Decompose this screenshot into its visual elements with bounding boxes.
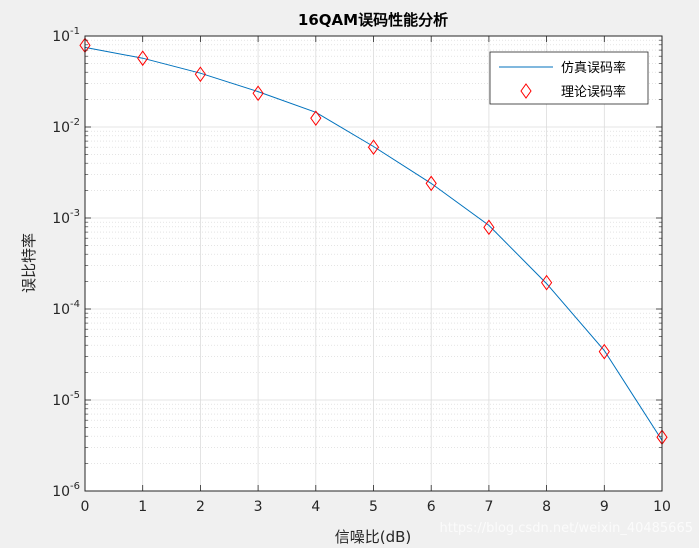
- theory-ber-marker: [540, 274, 553, 291]
- y-tick-label: 10-5: [52, 390, 80, 409]
- theory-ber-marker: [367, 139, 380, 156]
- y-axis-label: 误比特率: [20, 233, 38, 293]
- legend-diamond-sample: [520, 83, 532, 99]
- legend-label-theory: 理论误码率: [561, 84, 626, 100]
- y-tick-label-base: 10: [52, 211, 70, 227]
- x-tick-label: 6: [427, 499, 436, 515]
- x-axis-label: 信噪比(dB): [335, 528, 412, 546]
- legend: 仿真误码率 理论误码率: [489, 51, 649, 105]
- watermark: https://blog.csdn.net/weixin_40485665: [439, 521, 693, 536]
- x-tick-label: 7: [484, 499, 493, 515]
- y-tick-labels: 10-610-510-410-310-210-1: [52, 26, 80, 500]
- y-tick-label: 10-2: [52, 117, 80, 136]
- x-tick-label: 5: [369, 499, 378, 515]
- legend-label-simulated: 仿真误码率: [561, 60, 626, 76]
- theory-ber-marker: [252, 85, 264, 102]
- y-tick-label-exponent: -1: [70, 26, 80, 37]
- y-tick-label-exponent: -2: [70, 117, 80, 128]
- x-tick-label: 3: [254, 499, 263, 515]
- y-tick-label-base: 10: [52, 29, 70, 45]
- x-tick-label: 1: [138, 499, 147, 515]
- simulated-ber-line: [84, 46, 663, 441]
- y-tick-label-exponent: -5: [70, 390, 80, 401]
- theory-ber-marker: [598, 343, 610, 360]
- y-tick-label-exponent: -6: [70, 481, 80, 492]
- theory-ber-marker: [310, 110, 322, 127]
- x-tick-label: 2: [196, 499, 205, 515]
- theory-ber-marker: [137, 50, 149, 67]
- ticks: [84, 35, 663, 492]
- theory-ber-marker: [483, 219, 495, 236]
- x-tick-labels: 0 1 2 3 4 5 6 7 8 9 10: [81, 499, 671, 515]
- y-tick-label: 10-4: [52, 299, 80, 318]
- y-tick-label-base: 10: [52, 484, 70, 500]
- x-tick-label: 8: [542, 499, 551, 515]
- x-tick-label: 4: [311, 499, 320, 515]
- y-tick-label: 10-3: [52, 208, 80, 227]
- x-tick-label: 10: [653, 499, 671, 515]
- theory-ber-marker: [425, 175, 437, 192]
- y-tick-label: 10-6: [52, 481, 80, 500]
- x-tick-label: 0: [81, 499, 90, 515]
- y-tick-label-base: 10: [52, 302, 70, 318]
- y-tick-label-exponent: -3: [70, 208, 80, 219]
- series-layer: [79, 37, 668, 446]
- chart-title: 16QAM误码性能分析: [298, 11, 448, 29]
- y-tick-label-base: 10: [52, 393, 70, 409]
- y-tick-label: 10-1: [52, 26, 80, 45]
- x-tick-label: 9: [600, 499, 609, 515]
- theory-ber-marker: [194, 66, 207, 83]
- y-tick-label-exponent: -4: [70, 299, 80, 310]
- y-tick-label-base: 10: [52, 120, 70, 136]
- legend-box: [489, 51, 649, 105]
